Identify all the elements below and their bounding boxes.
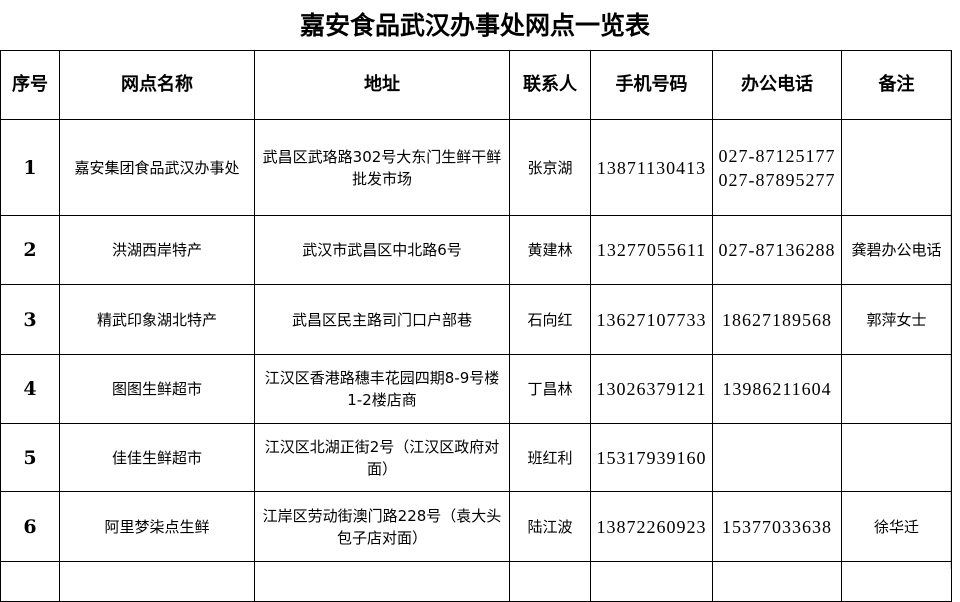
header-name[interactable]: 网点名称 [59, 50, 255, 120]
empty-cell[interactable] [254, 561, 510, 602]
cell-name[interactable]: 佳佳生鲜超市 [59, 423, 255, 492]
table-row: 2 洪湖西岸特产 武汉市武昌区中北路6号 黄建林 13277055611 027-8713… [0, 215, 952, 285]
cell-note[interactable]: 徐华迁 [841, 491, 952, 562]
cell-no[interactable]: 4 [0, 354, 60, 424]
cell-no[interactable]: 5 [0, 423, 60, 492]
cell-mobile[interactable]: 13277055611 [590, 215, 713, 285]
empty-cell[interactable] [590, 561, 713, 602]
office-phone-line: 18627189568 [722, 309, 832, 330]
cell-address[interactable]: 江汉区香港路穗丰花园四期8-9号楼 1-2楼店商 [254, 354, 510, 424]
cell-contact[interactable]: 班红利 [509, 423, 591, 492]
sheet-title: 嘉安食品武汉办事处网点一览表 [299, 11, 650, 40]
cell-name[interactable]: 阿里梦柒点生鲜 [59, 491, 255, 562]
address-line: 江汉区北湖正街2号（江汉区政府对 [264, 437, 500, 456]
address-line: 包子店对面） [336, 528, 427, 547]
cell-office-phone[interactable]: 027-87125177 027-87895277 [712, 119, 842, 216]
cell-name[interactable]: 图图生鲜超市 [59, 354, 255, 424]
office-phone-line: 15377033638 [722, 516, 832, 537]
address-line: 批发市场 [351, 169, 412, 188]
header-note[interactable]: 备注 [841, 50, 952, 120]
cell-mobile[interactable]: 13871130413 [590, 119, 713, 216]
cell-contact[interactable]: 黄建林 [509, 215, 591, 285]
cell-no[interactable]: 2 [0, 215, 60, 285]
empty-cell[interactable] [509, 561, 591, 602]
cell-note[interactable] [841, 354, 952, 424]
cell-mobile[interactable]: 13872260923 [590, 491, 713, 562]
cell-address[interactable]: 江岸区劳动街澳门路228号（袁大头 包子店对面） [254, 491, 510, 562]
cell-mobile[interactable]: 13627107733 [590, 284, 713, 355]
cell-name[interactable]: 嘉安集团食品武汉办事处 [59, 119, 255, 216]
address-line: 江汉区香港路穗丰花园四期8-9号楼 [264, 369, 500, 387]
cell-note[interactable] [841, 119, 952, 216]
header-contact[interactable]: 联系人 [509, 50, 591, 120]
address-line: 江岸区劳动街澳门路228号（袁大头 [262, 506, 502, 525]
cell-no[interactable]: 1 [0, 119, 60, 216]
table-row-partial [0, 561, 952, 602]
cell-contact[interactable]: 丁昌林 [509, 354, 591, 424]
empty-cell[interactable] [712, 561, 842, 602]
cell-name[interactable]: 精武印象湖北特产 [59, 284, 255, 355]
address-line: 武昌区民主路司门口户部巷 [291, 310, 472, 329]
table-row: 1 嘉安集团食品武汉办事处 武昌区武珞路302号大东门生鲜干鲜 批发市场 张京湖 1387… [0, 119, 952, 216]
cell-address[interactable]: 江汉区北湖正街2号（江汉区政府对 面） [254, 423, 510, 492]
cell-office-phone[interactable]: 13986211604 [712, 354, 842, 424]
header-mobile[interactable]: 手机号码 [590, 50, 713, 120]
cell-address[interactable]: 武汉市武昌区中北路6号 [254, 215, 510, 285]
cell-office-phone[interactable]: 027-87136288 [712, 215, 842, 285]
header-office-phone[interactable]: 办公电话 [712, 50, 842, 120]
empty-cell[interactable] [0, 561, 60, 602]
cell-office-phone[interactable]: 15377033638 [712, 491, 842, 562]
cell-contact[interactable]: 张京湖 [509, 119, 591, 216]
table-row: 6 阿里梦柒点生鲜 江岸区劳动街澳门路228号（袁大头 包子店对面） 陆江波 138722… [0, 491, 952, 562]
cell-no[interactable]: 3 [0, 284, 60, 355]
table-row: 3 精武印象湖北特产 武昌区民主路司门口户部巷 石向红 13627107733 18627… [0, 284, 952, 355]
address-line: 武汉市武昌区中北路6号 [302, 241, 462, 259]
empty-cell[interactable] [841, 561, 952, 602]
cell-note[interactable]: 郭萍女士 [841, 284, 952, 355]
cell-address[interactable]: 武昌区民主路司门口户部巷 [254, 284, 510, 355]
office-phone-line: 027-87895277 [718, 169, 836, 190]
cell-mobile[interactable]: 13026379121 [590, 354, 713, 424]
table-row: 5 佳佳生鲜超市 江汉区北湖正街2号（江汉区政府对 面） 班红利 15317939160 [0, 423, 952, 492]
cell-mobile[interactable]: 15317939160 [590, 423, 713, 492]
office-phone-line: 027-87125177 [718, 145, 836, 166]
empty-cell[interactable] [59, 561, 255, 602]
office-phone-line: 027-87136288 [718, 240, 836, 260]
cell-address[interactable]: 武昌区武珞路302号大东门生鲜干鲜 批发市场 [254, 119, 510, 216]
cell-no[interactable]: 6 [0, 491, 60, 562]
cell-note[interactable]: 龚碧办公电话 [841, 215, 952, 285]
header-address[interactable]: 地址 [254, 50, 510, 120]
table-row: 4 图图生鲜超市 江汉区香港路穗丰花园四期8-9号楼 1-2楼店商 丁昌林 1302637… [0, 354, 952, 424]
cell-contact[interactable]: 石向红 [509, 284, 591, 355]
cell-office-phone[interactable]: 18627189568 [712, 284, 842, 355]
cell-name[interactable]: 洪湖西岸特产 [59, 215, 255, 285]
header-row: 序号 网点名称 地址 联系人 手机号码 办公电话 备注 [0, 50, 952, 120]
cell-contact[interactable]: 陆江波 [509, 491, 591, 562]
office-phone-line: 13986211604 [722, 379, 832, 399]
address-line: 1-2楼店商 [347, 391, 417, 409]
cell-office-phone[interactable] [712, 423, 842, 492]
address-line: 面） [366, 459, 397, 478]
outlet-table: 序号 网点名称 地址 联系人 手机号码 办公电话 备注 1 嘉安集团食品武汉办事处… [0, 50, 952, 602]
header-no[interactable]: 序号 [0, 50, 60, 120]
address-line: 武昌区武珞路302号大东门生鲜干鲜 [262, 147, 502, 166]
cell-note[interactable] [841, 423, 952, 492]
